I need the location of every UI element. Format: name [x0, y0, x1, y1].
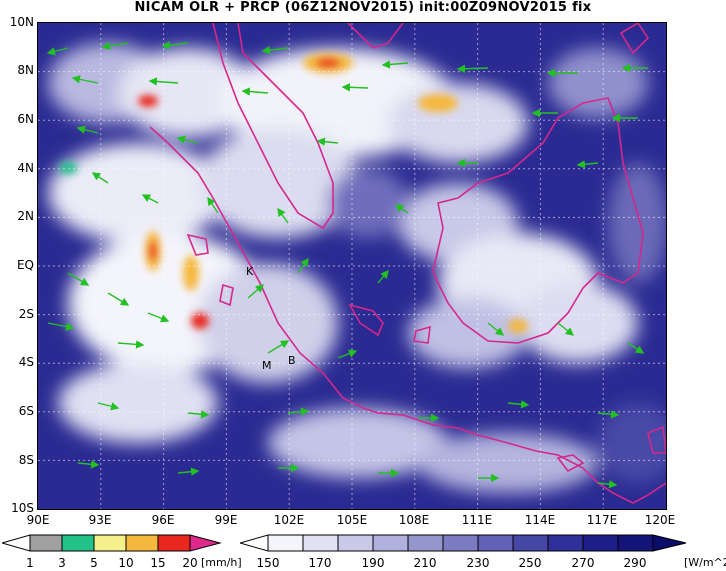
precip-unit: [mm/h]	[201, 556, 242, 569]
lon-label-90e: 90E	[26, 513, 50, 527]
lon-label-120e: 120E	[644, 513, 676, 527]
lat-label-6s: 6S	[18, 404, 34, 418]
lat-lon-grid	[38, 23, 666, 509]
lat-label-4s: 4S	[18, 355, 34, 369]
precip-tick-10: 10	[118, 556, 134, 570]
lon-label-105e: 105E	[336, 513, 368, 527]
olr-precip-map: K B M	[37, 22, 667, 510]
lon-label-96e: 96E	[151, 513, 175, 527]
lon-label-99e: 99E	[214, 513, 238, 527]
lon-label-111e: 111E	[461, 513, 493, 527]
olr-tick-250: 250	[518, 556, 542, 570]
lat-label-10n: 10N	[9, 15, 34, 29]
lon-label-114e: 114E	[524, 513, 556, 527]
precip-tick-1: 1	[26, 556, 34, 570]
olr-colorbar	[240, 534, 687, 552]
olr-tick-150: 150	[256, 556, 280, 570]
lon-label-102e: 102E	[273, 513, 305, 527]
lon-label-117e: 117E	[586, 513, 618, 527]
olr-tick-170: 170	[308, 556, 332, 570]
olr-tick-290: 290	[623, 556, 647, 570]
precip-colorbar	[2, 534, 222, 552]
precip-tick-20: 20	[182, 556, 198, 570]
lat-label-10s: 10S	[11, 501, 34, 515]
precip-tick-15: 15	[150, 556, 166, 570]
olr-unit: [W/m^2]	[684, 556, 726, 569]
lat-label-4n: 4N	[17, 161, 34, 175]
lon-label-108e: 108E	[398, 513, 430, 527]
precip-tick-5: 5	[90, 556, 98, 570]
lon-label-93e: 93E	[88, 513, 112, 527]
olr-tick-210: 210	[413, 556, 437, 570]
lat-label-2s: 2S	[18, 307, 34, 321]
olr-tick-270: 270	[571, 556, 595, 570]
precip-tick-3: 3	[58, 556, 66, 570]
olr-tick-230: 230	[466, 556, 490, 570]
lat-label-8s: 8S	[18, 453, 34, 467]
lat-label-eq: EQ	[16, 258, 34, 272]
wind-vectors	[46, 40, 648, 489]
station-marker-k: K	[246, 265, 254, 278]
olr-tick-190: 190	[361, 556, 385, 570]
precipitation-cells	[59, 53, 528, 333]
lat-label-6n: 6N	[17, 112, 34, 126]
lat-label-8n: 8N	[17, 63, 34, 77]
map-title: NICAM OLR + PRCP (06Z12NOV2015) init:00Z…	[134, 0, 592, 15]
station-marker-m: M	[262, 359, 272, 372]
station-marker-b: B	[288, 354, 296, 367]
lat-label-2n: 2N	[17, 209, 34, 223]
